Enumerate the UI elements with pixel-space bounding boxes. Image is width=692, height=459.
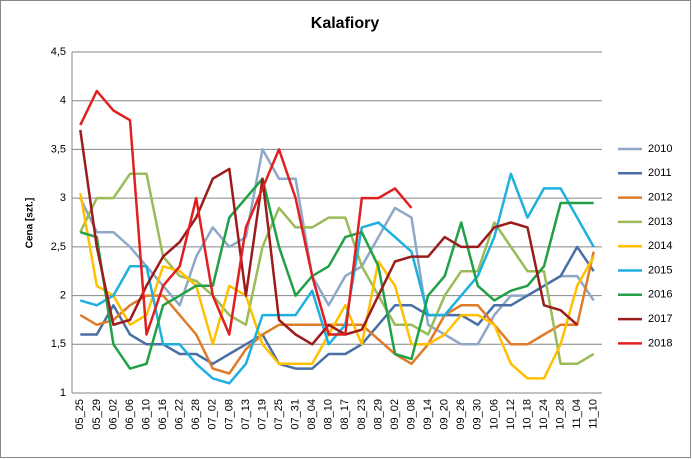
x-tick-label: 10_18	[521, 399, 533, 430]
x-tick-label: 09_26	[455, 399, 467, 430]
y-tick-label: 3,5	[51, 143, 66, 155]
x-tick-label: 06_28	[190, 399, 202, 430]
series-line	[79, 148, 595, 346]
x-tick-label: 06_16	[157, 399, 169, 430]
x-tick-label: 10_06	[488, 399, 500, 430]
x-tick-label: 09_20	[439, 399, 451, 430]
x-tick-label: 10_28	[555, 399, 567, 430]
x-tick-label: 07_31	[290, 399, 302, 430]
x-tick-label: 09_30	[472, 399, 484, 430]
x-tick-label: 05_29	[91, 399, 103, 430]
legend-label: 2015	[648, 264, 672, 276]
y-tick-label: 3	[60, 192, 66, 204]
x-tick-label: 08_23	[356, 399, 368, 430]
y-tick-label: 1,5	[51, 338, 66, 350]
x-tick-label: 05_25	[74, 399, 86, 430]
legend-label: 2010	[648, 143, 672, 155]
series-line	[79, 177, 594, 370]
x-tick-label: 07_25	[273, 399, 285, 430]
x-tick-label: 08_04	[306, 399, 318, 430]
x-tick-label: 06_02	[107, 399, 119, 430]
x-tick-label: 07_08	[223, 399, 235, 430]
legend-label: 2012	[648, 192, 672, 204]
y-tick-label: 4,5	[51, 46, 66, 58]
x-tick-label: 08_10	[323, 399, 335, 430]
series-line	[79, 193, 595, 380]
x-tick-label: 07_02	[207, 399, 219, 430]
x-tick-label: 08_29	[372, 399, 384, 430]
y-tick-label: 2	[60, 289, 66, 301]
y-tick-label: 2,5	[51, 241, 66, 253]
x-tick-label: 10_24	[538, 399, 550, 430]
x-tick-label: 06_06	[124, 399, 136, 430]
y-tick-label: 4	[60, 95, 66, 107]
x-tick-label: 09_14	[422, 399, 434, 430]
x-tick-label: 10_12	[505, 399, 517, 430]
series-line	[79, 251, 595, 375]
legend-label: 2018	[648, 337, 672, 349]
series-line	[79, 129, 579, 346]
series-line	[79, 89, 413, 336]
x-tick-label: 06_22	[174, 399, 186, 430]
legend-label: 2017	[648, 313, 672, 325]
x-tick-label: 07_13	[240, 399, 252, 430]
series-line	[80, 245, 595, 370]
legend-label: 2013	[648, 216, 672, 228]
x-tick-label: 09_02	[389, 399, 401, 430]
x-tick-label: 06_10	[140, 399, 152, 430]
x-tick-label: 09_08	[405, 399, 417, 430]
y-axis-label: Cena [szt.]	[25, 198, 36, 249]
x-tick-label: 11_10	[588, 399, 600, 429]
chart-title: Kalafiory	[311, 15, 380, 32]
legend-label: 2011	[648, 167, 672, 179]
x-tick-label: 11_04	[571, 399, 583, 429]
legend-label: 2014	[648, 240, 672, 252]
series-line	[79, 172, 595, 366]
x-tick-label: 08_17	[339, 399, 351, 430]
legend-label: 2016	[648, 289, 672, 301]
x-tick-label: 07_19	[256, 399, 268, 430]
y-tick-label: 1	[60, 387, 66, 399]
